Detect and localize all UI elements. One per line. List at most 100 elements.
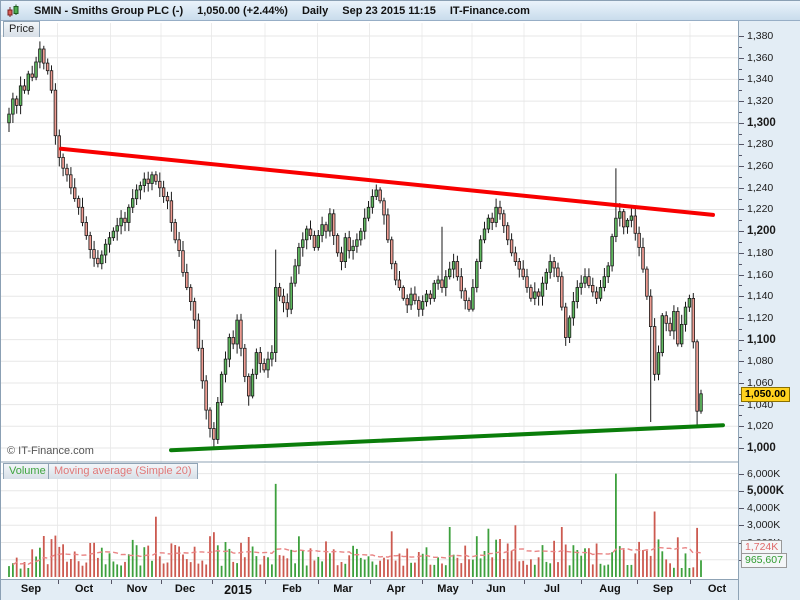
candlestick-series (7, 41, 703, 447)
price-axis-label: 1,020 (747, 420, 774, 433)
right-price-axis: 1,050.00 1,724K 965,607 1,000 1,020 1,040 1… (738, 21, 800, 600)
tab-volume[interactable]: Volume (3, 463, 52, 479)
last-volume-axis-box: 965,607 (741, 553, 787, 569)
price-axis-tick (739, 448, 744, 449)
price-axis-tick (739, 296, 744, 297)
price-axis-tick (739, 209, 744, 210)
time-axis-tick (369, 580, 371, 584)
last-price-axis-box: 1,050.00 (741, 386, 790, 402)
tab-moving-average[interactable]: Moving average (Simple 20) (48, 463, 198, 479)
price-axis-label: 1,260 (747, 160, 774, 173)
time-axis-tick (581, 580, 582, 584)
price-axis-label: 1,120 (747, 311, 774, 324)
price-axis-tick (739, 101, 744, 102)
price-and-volume-chart-canvas[interactable] (1, 21, 738, 600)
price-axis-tick (739, 79, 744, 80)
month-label: May (437, 583, 459, 595)
price-axis-label: 1,360 (747, 51, 774, 64)
datetime-label: Sep 23 2015 11:15 (342, 4, 436, 17)
price-axis-tick (739, 177, 742, 178)
time-axis-tick (636, 580, 638, 584)
price-axis-label: 1,320 (747, 95, 774, 108)
time-axis-tick (57, 580, 59, 584)
price-axis-tick (739, 318, 744, 319)
month-label: Mar (333, 583, 353, 595)
price-axis-tick (739, 231, 744, 232)
price-axis-tick (739, 285, 742, 286)
price-gridlines (1, 35, 738, 449)
volume-axis-label: 4,000K (747, 502, 781, 515)
price-axis-tick (739, 36, 744, 37)
price-axis-tick (739, 253, 744, 254)
month-label: Nov (126, 583, 148, 595)
month-label: Jun (486, 583, 506, 595)
trendline-resistance[interactable] (59, 146, 715, 217)
price-axis-tick (739, 69, 742, 70)
price-axis-tick (739, 58, 744, 59)
price-axis-tick (739, 134, 742, 135)
tab-price[interactable]: Price (3, 21, 41, 37)
time-axis-tick (422, 580, 423, 584)
time-axis-tick (110, 580, 112, 584)
month-label: Feb (282, 583, 302, 595)
month-label: Sep (652, 583, 674, 595)
price-axis-label: 1,380 (747, 30, 774, 42)
price-axis-tick (739, 372, 742, 373)
price-axis-label: 1,100 (747, 333, 776, 346)
price-axis-label: 1,220 (747, 203, 774, 216)
symbol-title: SMIN - Smiths Group PLC (-) (34, 4, 184, 17)
year-label: 2015 (224, 583, 252, 597)
price-axis-label: 1,140 (747, 290, 774, 303)
volume-axis-tick (739, 474, 744, 475)
price-axis-tick (739, 307, 742, 308)
time-axis-tick (317, 580, 319, 584)
price-axis-tick (739, 415, 742, 416)
price-axis-tick (739, 383, 744, 384)
price-axis-tick (739, 112, 742, 113)
price-axis-tick (739, 394, 742, 395)
volume-axis-tick (739, 508, 744, 509)
price-axis-label: 1,300 (747, 116, 776, 129)
time-axis-tick (211, 580, 213, 584)
month-label: Oct (707, 583, 727, 595)
price-axis-tick (739, 405, 744, 406)
price-axis-tick (739, 242, 742, 243)
last-price-change: 1,050.00 (+2.44%) (197, 4, 288, 17)
time-axis-tick (690, 580, 691, 584)
price-axis-tick (739, 47, 742, 48)
price-axis-label: 1,280 (747, 138, 774, 151)
price-axis-tick (739, 155, 742, 156)
time-axis-tick (161, 580, 162, 584)
price-axis-label: 1,200 (747, 225, 776, 238)
price-axis-tick (739, 166, 744, 167)
month-label: Oct (74, 583, 94, 595)
vertical-gridlines (57, 23, 691, 577)
volume-axis-label: 5,000K (747, 484, 785, 497)
price-axis-label: 1,000 (747, 442, 776, 454)
time-axis-tick (265, 580, 266, 584)
volume-axis-label: 6,000K (747, 467, 781, 480)
price-axis-tick (739, 264, 742, 265)
price-axis-label: 1,080 (747, 355, 774, 368)
price-axis-tick (739, 275, 744, 276)
price-axis-label: 1,060 (747, 376, 774, 389)
chart-header-bar: SMIN - Smiths Group PLC (-) 1,050.00 (+2… (1, 1, 800, 21)
price-axis-tick (739, 437, 742, 438)
price-axis-tick (739, 329, 742, 330)
timeframe-label: Daily (301, 4, 329, 17)
price-axis-label: 1,180 (747, 246, 774, 259)
volume-axis-label: 3,000K (747, 519, 781, 532)
price-axis-tick (739, 340, 744, 341)
price-axis-label: 1,240 (747, 181, 774, 194)
price-axis-tick (739, 188, 744, 189)
price-axis-tick (739, 144, 744, 145)
month-label: Sep (20, 583, 42, 595)
price-axis-tick (739, 123, 744, 124)
month-label: Aug (599, 583, 621, 595)
time-axis-tick (472, 580, 473, 584)
month-label: Dec (174, 583, 196, 595)
price-axis-label: 1,340 (747, 73, 774, 86)
price-axis-tick (739, 220, 742, 221)
trendline-support[interactable] (169, 423, 725, 453)
